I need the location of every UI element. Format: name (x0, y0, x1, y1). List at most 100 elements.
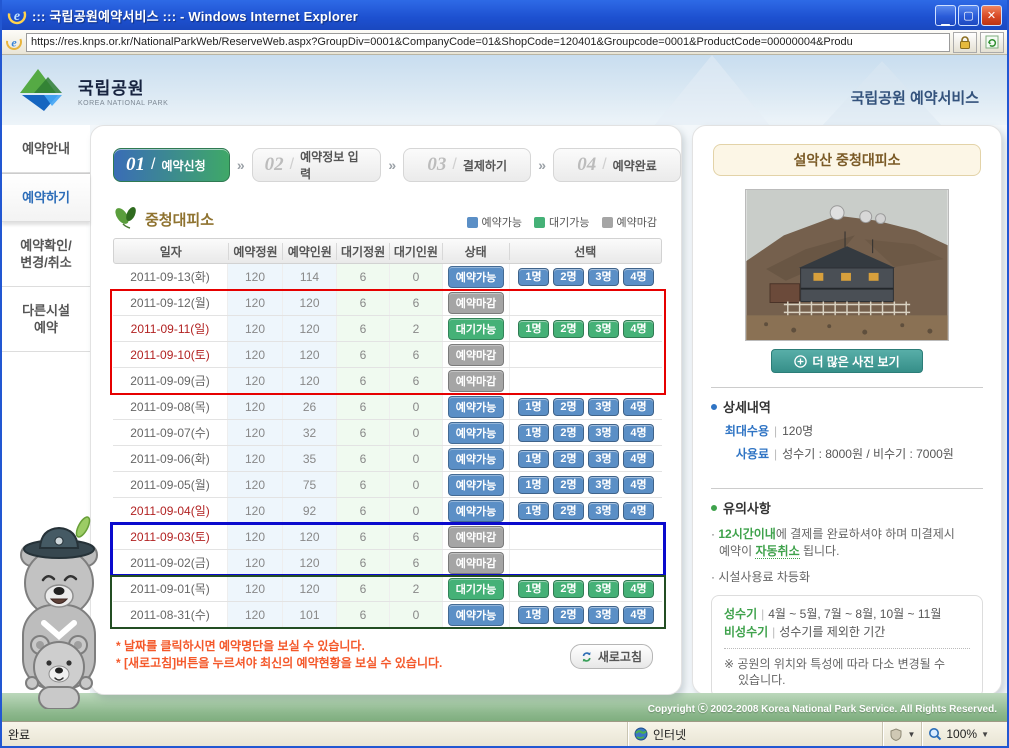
person-button[interactable]: 1명 (518, 397, 549, 416)
person-button[interactable]: 3명 (588, 605, 619, 624)
step-separator-icon: » (236, 157, 245, 173)
date-cell[interactable]: 2011-09-12(월) (113, 290, 228, 315)
status-cell: 예약가능 (443, 602, 510, 627)
status-cell: 예약마감 (443, 550, 510, 575)
person-button[interactable]: 1명 (518, 267, 549, 286)
minimize-button[interactable]: ▁ (935, 4, 956, 26)
reserved-cell: 120 (283, 316, 337, 341)
person-button[interactable]: 4명 (623, 501, 654, 520)
table-row: 2011-09-01(목) 120 120 6 2 대기가능 1명 2명 3명 4명 (113, 576, 662, 602)
mountain-watermark (762, 61, 1002, 125)
person-button[interactable]: 4명 (623, 475, 654, 494)
wait-capacity-cell: 6 (337, 368, 390, 393)
svg-text:e: e (11, 36, 17, 50)
select-cell: 1명 2명 3명 4명 (510, 576, 662, 601)
step-03: 03/결제하기 (403, 148, 532, 182)
step-separator-icon: » (538, 157, 546, 173)
person-button[interactable]: 3명 (588, 319, 619, 338)
resize-grip (995, 722, 1007, 746)
person-button[interactable]: 2명 (553, 267, 584, 286)
more-photos-button[interactable]: 더 많은 사진 보기 (771, 349, 923, 373)
date-cell[interactable]: 2011-09-01(목) (113, 576, 228, 601)
waiting-cell: 0 (390, 472, 443, 497)
protection-mode-control[interactable]: ▼ (882, 722, 921, 746)
step-04: 04/예약완료 (553, 148, 681, 182)
person-button[interactable]: 1명 (518, 475, 549, 494)
notes: * 날짜를 클릭하시면 예약명단을 보실 수 있습니다. * [새로고침]버튼을 … (116, 638, 442, 672)
person-button[interactable]: 1명 (518, 319, 549, 338)
person-button[interactable]: 1명 (518, 449, 549, 468)
date-cell[interactable]: 2011-09-05(월) (113, 472, 228, 497)
date-cell[interactable]: 2011-09-02(금) (113, 550, 228, 575)
legend-item: 대기가능 (534, 214, 590, 230)
date-cell[interactable]: 2011-09-04(일) (113, 498, 228, 523)
date-cell[interactable]: 2011-09-13(화) (113, 264, 228, 289)
step-separator-icon: » (388, 157, 397, 173)
sidebar-item-1[interactable]: 예약하기 (2, 173, 90, 222)
person-button[interactable]: 1명 (518, 501, 549, 520)
sidebar-item-0[interactable]: 예약안내 (2, 125, 90, 173)
person-button[interactable]: 2명 (553, 423, 584, 442)
person-button[interactable]: 3명 (588, 267, 619, 286)
date-cell[interactable]: 2011-09-10(토) (113, 342, 228, 367)
address-input[interactable] (26, 32, 950, 52)
person-button[interactable]: 3명 (588, 475, 619, 494)
person-button[interactable]: 1명 (518, 579, 549, 598)
date-cell[interactable]: 2011-09-07(수) (113, 420, 228, 445)
person-button[interactable]: 3명 (588, 579, 619, 598)
refresh-button[interactable]: 새로고침 (569, 644, 653, 669)
maximize-button[interactable]: ▢ (958, 4, 979, 26)
person-button[interactable]: 2명 (553, 579, 584, 598)
waiting-cell: 2 (390, 316, 443, 341)
person-button[interactable]: 2명 (553, 319, 584, 338)
season-fee-box: 성수기 | 4월 ~ 5월, 7월 ~ 8월, 10월 ~ 11월 비성수기 | 성수기… (711, 595, 983, 698)
person-button[interactable]: 4명 (623, 319, 654, 338)
capacity-cell: 120 (228, 576, 283, 601)
person-button[interactable]: 4명 (623, 605, 654, 624)
date-cell[interactable]: 2011-09-11(일) (113, 316, 228, 341)
go-refresh-button[interactable] (980, 31, 1004, 53)
wait-capacity-cell: 6 (337, 316, 390, 341)
person-button[interactable]: 4명 (623, 397, 654, 416)
select-cell (510, 524, 662, 549)
date-cell[interactable]: 2011-09-08(목) (113, 394, 228, 419)
person-button[interactable]: 2명 (553, 605, 584, 624)
wait-capacity-cell: 6 (337, 264, 390, 289)
person-button[interactable]: 3명 (588, 397, 619, 416)
sidebar-item-3[interactable]: 다른시설 예약 (2, 287, 90, 352)
person-button[interactable]: 2명 (553, 501, 584, 520)
person-button[interactable]: 3명 (588, 449, 619, 468)
sidebar-item-2[interactable]: 예약확인/ 변경/취소 (2, 222, 90, 287)
select-cell: 1명 2명 3명 4명 (510, 472, 662, 497)
zoom-control[interactable]: 100% ▼ (921, 722, 995, 746)
knps-logo[interactable]: 국립공원 KOREA NATIONAL PARK (18, 67, 168, 113)
bullet-icon (711, 403, 717, 410)
person-button[interactable]: 2명 (553, 397, 584, 416)
person-button[interactable]: 1명 (518, 605, 549, 624)
date-cell[interactable]: 2011-09-06(화) (113, 446, 228, 471)
person-button[interactable]: 4명 (623, 267, 654, 286)
reserved-cell: 92 (283, 498, 337, 523)
person-button[interactable]: 2명 (553, 449, 584, 468)
close-button[interactable]: ✕ (981, 4, 1002, 26)
notices-heading: 유의사항 (723, 501, 771, 516)
legend-item: 예약마감 (601, 214, 657, 230)
date-cell[interactable]: 2011-09-09(금) (113, 368, 228, 393)
person-button[interactable]: 2명 (553, 475, 584, 494)
person-button[interactable]: 4명 (623, 423, 654, 442)
capacity-cell: 120 (228, 602, 283, 627)
window-title: ::: 국립공원예약서비스 ::: - Windows Internet Exp… (32, 8, 358, 24)
date-cell[interactable]: 2011-09-03(토) (113, 524, 228, 549)
wait-capacity-cell: 6 (337, 472, 390, 497)
person-button[interactable]: 3명 (588, 423, 619, 442)
date-cell[interactable]: 2011-08-31(수) (113, 602, 228, 627)
leaf-icon (115, 206, 136, 229)
person-button[interactable]: 4명 (623, 579, 654, 598)
legend-swatch (534, 216, 546, 228)
person-button[interactable]: 3명 (588, 501, 619, 520)
status-badge: 예약가능 (447, 395, 505, 418)
person-button[interactable]: 1명 (518, 423, 549, 442)
details-section: 상세내역 최대수용 | 120명 사용료 | 성수기 : 8000원 / 비수기 :… (711, 387, 983, 462)
person-button[interactable]: 4명 (623, 449, 654, 468)
status-badge: 예약가능 (447, 603, 505, 626)
